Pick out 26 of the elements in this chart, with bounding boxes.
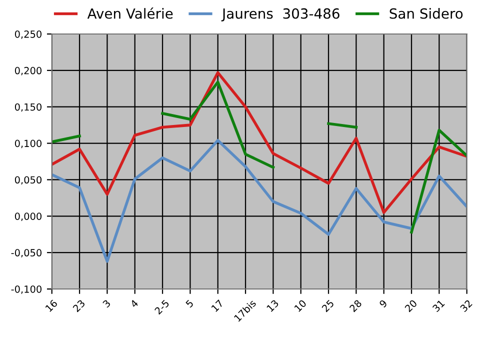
x-tick-label: 5 bbox=[185, 300, 194, 308]
y-tick-label: -0,050 bbox=[11, 249, 42, 258]
y-tick-label: 0,050 bbox=[14, 176, 42, 185]
y-tick-label: 0,150 bbox=[14, 103, 42, 112]
legend-label: Aven Valérie bbox=[87, 8, 173, 19]
x-tick-label: 2-5 bbox=[154, 299, 170, 315]
y-tick-label: 0,000 bbox=[14, 212, 42, 221]
y-tick-label: 0,200 bbox=[14, 66, 42, 76]
x-tick-label: 16 bbox=[45, 299, 58, 312]
x-tick-label: 3 bbox=[102, 299, 111, 308]
x-tick-label: 13 bbox=[266, 299, 279, 312]
x-tick-label: 9 bbox=[378, 299, 388, 308]
x-tick-label: 31 bbox=[432, 299, 445, 312]
y-tick-label: 0,250 bbox=[14, 30, 42, 39]
x-tick-label: 25 bbox=[321, 299, 334, 312]
x-tick-label: 4 bbox=[130, 299, 139, 308]
y-tick-label: -0,100 bbox=[11, 285, 42, 294]
x-tick-label: 28 bbox=[349, 299, 362, 312]
y-tick-label: 0,100 bbox=[14, 140, 42, 148]
legend-label: San Sidero bbox=[390, 8, 463, 19]
x-tick-label: 23 bbox=[72, 299, 86, 312]
legend-label: Jaurens 303-486 bbox=[221, 8, 340, 22]
x-tick-label: 20 bbox=[404, 299, 418, 312]
x-tick-label: 17 bbox=[211, 300, 224, 312]
x-tick-label: 10 bbox=[294, 299, 307, 312]
x-tick-label: 32 bbox=[460, 300, 473, 312]
